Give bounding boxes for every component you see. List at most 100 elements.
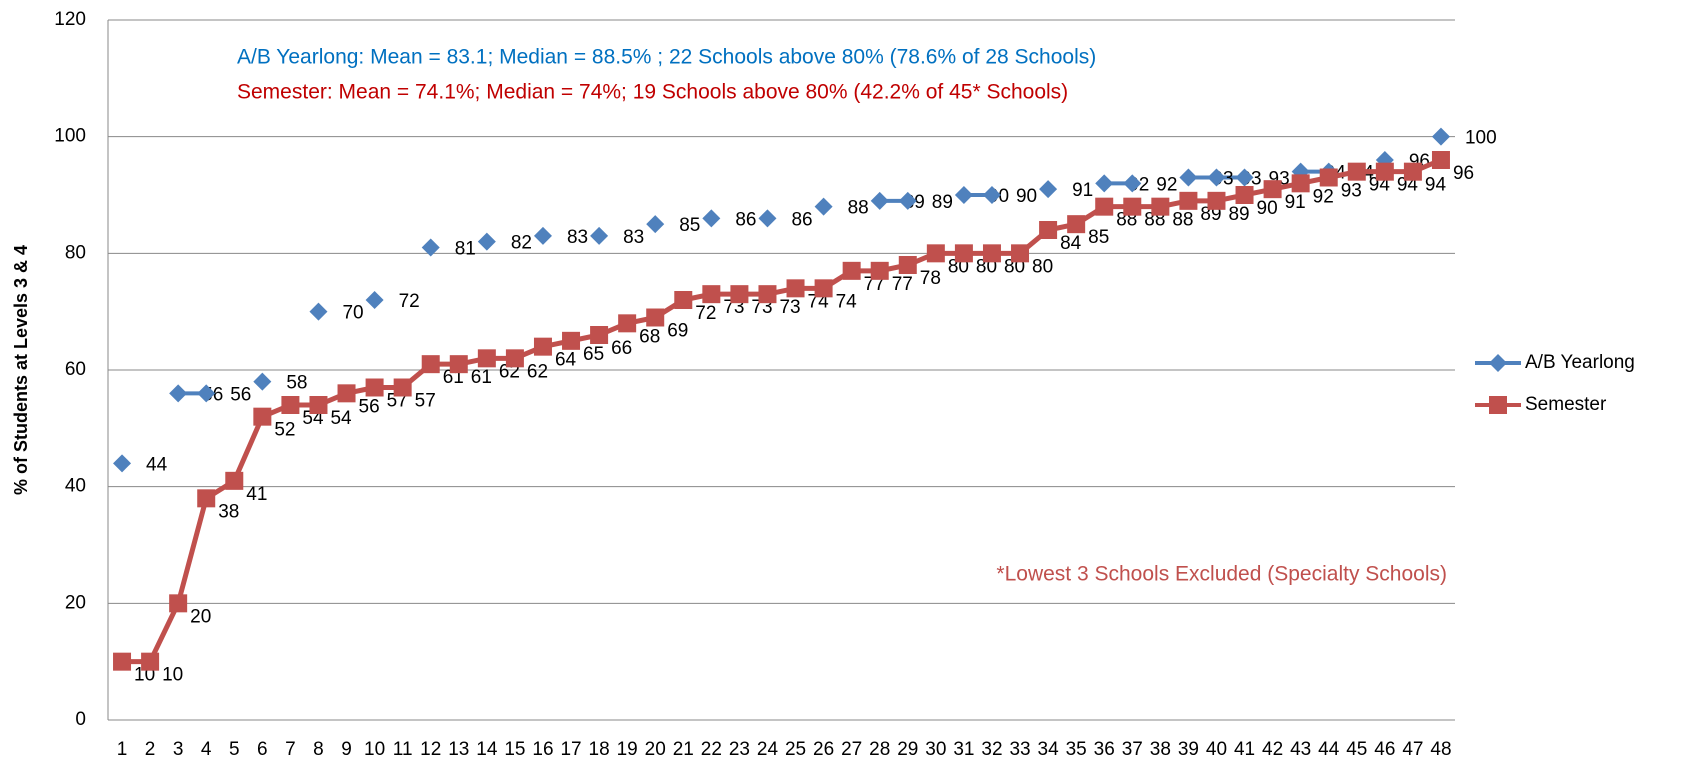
data-point [477,349,496,368]
data-point [505,349,524,368]
x-tick-label: 36 [1094,739,1115,760]
x-tick-label: 1 [117,739,128,760]
data-label: 70 [342,303,363,324]
data-point [1011,244,1030,263]
data-label: 93 [1341,181,1362,202]
data-point [982,186,1001,204]
data-label: 100 [1465,128,1497,149]
data-point [477,232,496,251]
data-label: 38 [218,501,239,522]
data-point [646,308,665,327]
x-tick-label: 44 [1318,739,1340,760]
data-label: 92 [1313,186,1334,207]
data-point [590,226,609,245]
x-tick-label: 9 [341,739,352,760]
x-tick-label: 35 [1066,739,1087,760]
data-point [1403,162,1422,181]
data-label: 68 [639,326,660,347]
data-point [113,652,132,671]
data-point [1291,174,1310,193]
data-point [842,261,861,280]
data-point [449,355,468,374]
data-point [1263,180,1282,199]
data-point [786,279,805,298]
data-point [1319,168,1338,187]
data-label: 83 [623,227,644,248]
data-point [1095,197,1114,216]
x-tick-label: 32 [981,739,1002,760]
data-point [590,326,609,344]
y-axis-label: % of Students at Levels 3 & 4 [11,245,31,495]
data-label: 77 [892,274,913,295]
x-tick-label: 30 [925,739,946,760]
x-tick-label: 4 [201,739,212,760]
data-point [1375,162,1394,181]
x-tick-label: 47 [1402,739,1423,760]
x-tick-label: 39 [1178,739,1199,760]
x-tick-label: 16 [532,739,553,760]
data-point [702,285,721,304]
data-point [1207,191,1226,210]
data-label: 62 [527,361,548,382]
data-label: 86 [791,209,812,230]
data-point [1067,215,1086,234]
data-label: 56 [359,396,380,417]
data-point [954,186,973,204]
x-tick-label: 48 [1430,739,1451,760]
x-tick-label: 13 [448,739,469,760]
data-label: 91 [1072,180,1093,201]
x-tick-label: 45 [1346,739,1367,760]
x-tick-label: 6 [257,739,268,760]
data-point [393,378,412,397]
x-tick-label: 29 [897,739,918,760]
data-label: 85 [1088,227,1109,248]
legend-label: A/B Yearlong [1525,352,1635,373]
x-tick-label: 21 [673,739,694,760]
annotation: Semester: Mean = 74.1%; Median = 74%; 19… [237,81,1068,104]
data-point [1039,221,1058,239]
data-label: 90 [1257,198,1278,219]
data-label: 56 [230,384,251,405]
x-tick-label: 2 [145,739,156,760]
data-point [1123,174,1142,193]
data-point [898,191,917,210]
data-point [870,261,889,280]
x-tick-label: 5 [229,739,240,760]
data-point [562,331,581,350]
data-point [1179,168,1198,187]
data-point [1347,162,1366,181]
x-tick-label: 41 [1234,739,1255,760]
legend-marker [1489,396,1507,414]
data-point [337,384,356,403]
x-tick-label: 23 [729,739,750,760]
data-point [926,244,945,263]
data-point [197,384,216,403]
x-tick-label: 10 [364,739,385,760]
data-point [646,215,665,234]
x-tick-label: 34 [1038,739,1060,760]
data-point [365,291,384,309]
data-label: 88 [848,198,869,219]
data-point [1123,197,1142,216]
x-tick-label: 33 [1009,739,1030,760]
data-point [309,302,328,321]
y-tick-label: 60 [65,359,86,380]
annotation: A/B Yearlong: Mean = 83.1; Median = 88.5… [237,46,1096,69]
x-tick-label: 38 [1150,739,1171,760]
data-point [141,652,160,671]
data-point [674,291,693,309]
data-point [1431,127,1450,146]
data-point [758,285,777,304]
data-label: 89 [932,192,953,213]
x-tick-label: 27 [841,739,862,760]
x-tick-label: 43 [1290,739,1311,760]
y-tick-label: 0 [75,709,86,730]
x-tick-label: 8 [313,739,324,760]
data-point [870,191,889,210]
x-tick-label: 42 [1262,739,1283,760]
data-point [421,238,440,257]
x-tick-label: 20 [645,739,666,760]
data-label: 91 [1285,192,1306,213]
annotation: *Lowest 3 Schools Excluded (Specialty Sc… [996,563,1447,586]
